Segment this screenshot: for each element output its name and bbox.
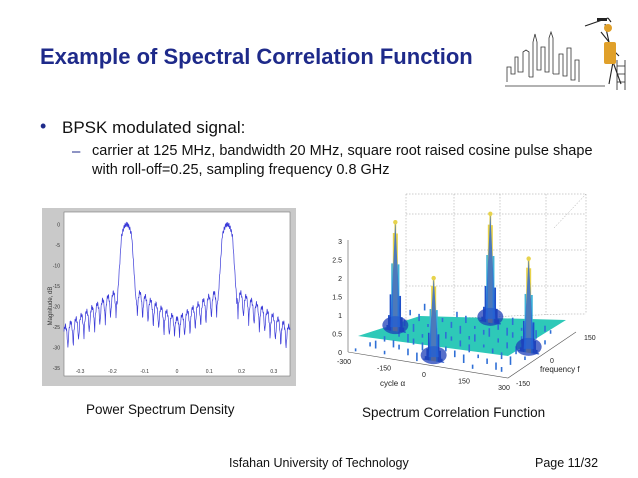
psd-y-tick: -10: [53, 263, 60, 269]
psd-y-tick: -25: [53, 325, 60, 331]
psd-y-tick: -15: [53, 284, 60, 290]
scf-chart: 0 0.5 1 1.5 2 2.5 3 -300 -150 0 150 300 -150 0 150 c…: [332, 193, 596, 392]
scf-x-tick: -150: [377, 366, 391, 373]
scf-z-tick: 1.5: [332, 295, 342, 302]
bullet-text: BPSK modulated signal:: [62, 118, 246, 137]
sub-bullet-text: carrier at 125 MHz, bandwidth 20 MHz, sq…: [92, 143, 593, 178]
scf-z-tick: 3: [338, 239, 342, 246]
scf-z-tick: 0.5: [332, 332, 342, 339]
scf-surface-base: [358, 316, 566, 356]
scf-x-tick: 300: [498, 385, 510, 392]
psd-x-tick: 0: [176, 369, 179, 375]
psd-x-tick: -0.3: [76, 369, 85, 375]
scf-x-tick: -300: [337, 359, 351, 366]
psd-y-tick: 0: [57, 222, 60, 228]
scf-peak: [420, 275, 447, 365]
scf-chart-panel: 0 0.5 1 1.5 2 2.5 3 -300 -150 0 150 300 -150 0 150 c…: [318, 186, 598, 394]
psd-plot-area: [63, 211, 291, 377]
scf-z-tick: 2.5: [332, 258, 342, 265]
psd-series-line: [63, 221, 291, 349]
psd-y-tick: -35: [53, 366, 60, 372]
scf-y-tick: 150: [584, 335, 596, 342]
scf-peak: [515, 256, 542, 356]
footer-institution: Isfahan University of Technology: [229, 456, 409, 470]
psd-y-tick: -20: [53, 304, 60, 310]
psd-y-tick: -5: [56, 243, 61, 249]
psd-chart-panel: Magnitude, dB 0 -5 -10 -15 -20 -25 -30 -35 -0.3…: [42, 208, 296, 386]
footer-page-number: Page 11/32: [535, 456, 599, 470]
psd-ylabel: Magnitude, dB: [48, 287, 54, 326]
psd-y-tick: -30: [53, 345, 60, 351]
caption-scf: Spectrum Correlation Function: [362, 405, 546, 420]
scf-x-tick: 150: [458, 379, 470, 386]
scf-z-tick: 2: [338, 276, 342, 283]
psd-x-tick: 0.3: [270, 369, 277, 375]
psd-x-tick: -0.2: [108, 369, 117, 375]
slide-title: Example of Spectral Correlation Function: [40, 44, 473, 69]
scf-z-tick: 0: [338, 350, 342, 357]
scf-x-label: cycle α: [380, 379, 405, 388]
scf-peak: [382, 219, 409, 335]
scf-y-tick: -150: [516, 381, 530, 388]
psd-x-tick: -0.1: [140, 369, 149, 375]
caption-psd: Power Spectrum Density: [86, 402, 235, 417]
scf-z-tick: 1: [338, 313, 342, 320]
scf-x-tick: 0: [422, 372, 426, 379]
psd-x-tick: 0.2: [238, 369, 245, 375]
scf-peak: [477, 211, 504, 326]
dash-icon: –: [72, 143, 81, 160]
skyline-figure-icon: [505, 17, 626, 90]
psd-chart: Magnitude, dB 0 -5 -10 -15 -20 -25 -30 -35 -0.3…: [48, 211, 291, 377]
bullet-dot-icon: •: [40, 116, 47, 136]
scf-y-label: frequency f: [540, 365, 580, 374]
scf-y-tick: 0: [550, 358, 554, 365]
psd-x-tick: 0.1: [206, 369, 213, 375]
